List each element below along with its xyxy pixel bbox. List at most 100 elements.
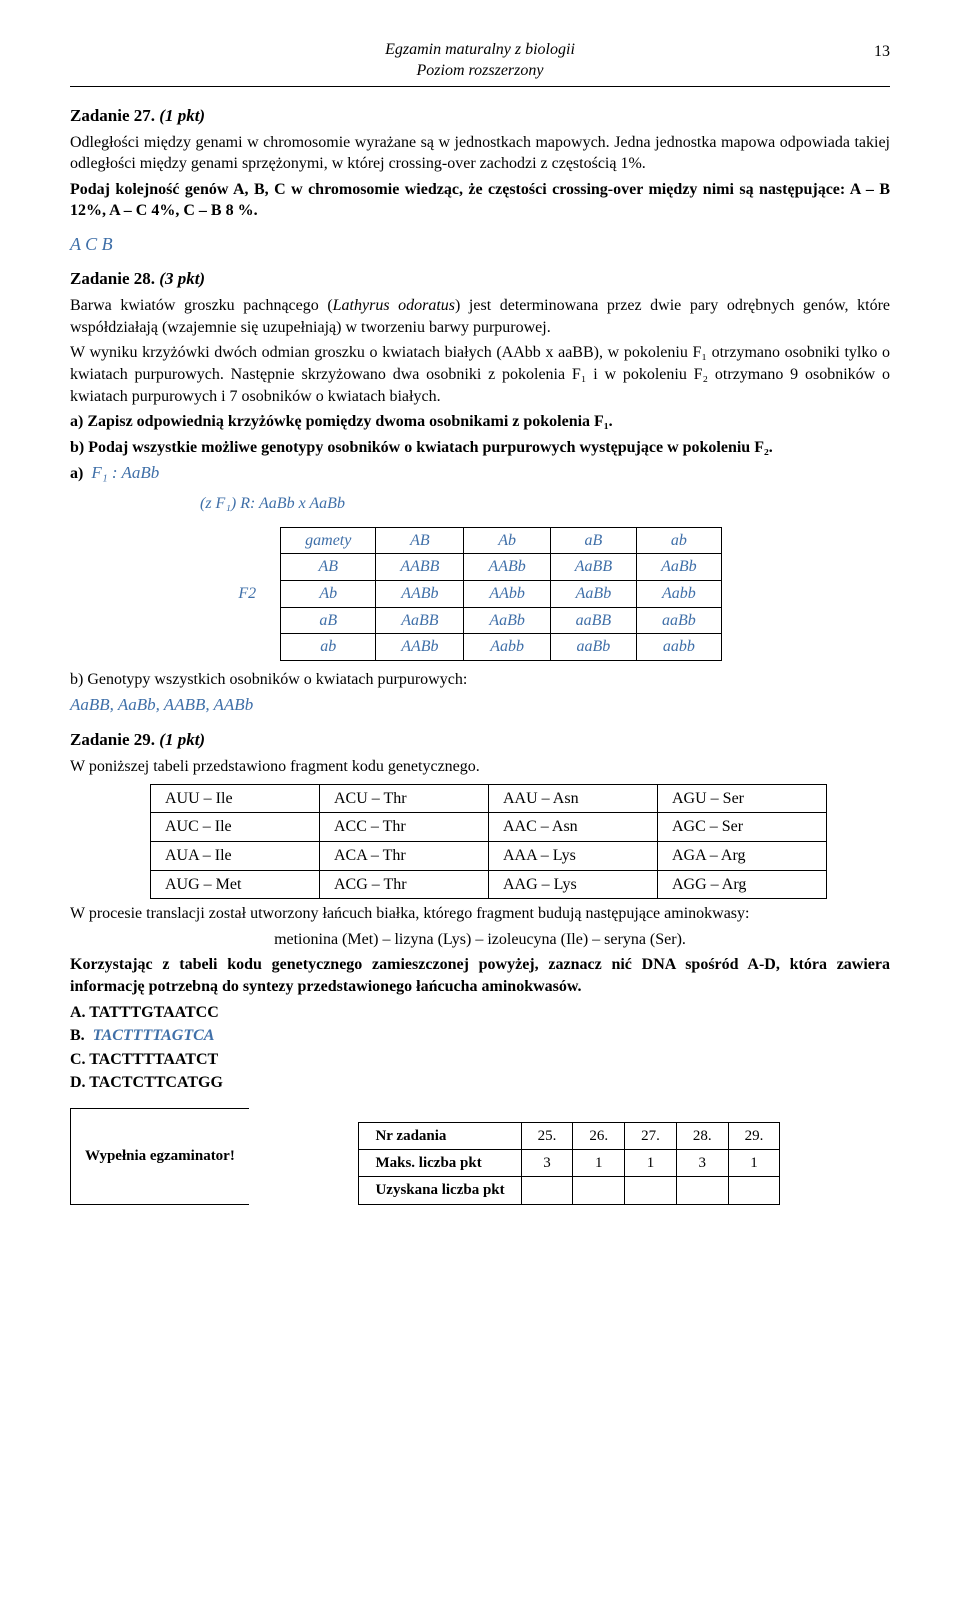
cc: AUU – Ile xyxy=(151,784,320,813)
table-row: AbAABbAAbbAaBbAabb xyxy=(281,581,722,608)
sc xyxy=(625,1177,677,1204)
opt-b-label: B. xyxy=(70,1027,85,1044)
cc: AAA – Lys xyxy=(489,842,658,871)
task-28-num: Zadanie 28. xyxy=(70,269,155,288)
table-row: abAABbAabbaaBbaabb xyxy=(281,634,722,661)
table-row: Maks. liczba pkt31131 xyxy=(359,1150,780,1177)
cc: AGG – Arg xyxy=(658,870,827,899)
opt-c: C. TACTTTTAATCT xyxy=(70,1049,890,1071)
pc: aaBb xyxy=(637,607,722,634)
cc: AAC – Asn xyxy=(489,813,658,842)
cc: AGU – Ser xyxy=(658,784,827,813)
task-28-qb: b) Podaj wszystkie możliwe genotypy osob… xyxy=(70,437,890,459)
table-row: Uzyskana liczba pkt xyxy=(359,1177,780,1204)
task-28-b-lead: b) Genotypy wszystkich osobników o kwiat… xyxy=(70,669,890,691)
page-number: 13 xyxy=(874,42,890,63)
pc: AaBb xyxy=(637,554,722,581)
sc xyxy=(573,1177,625,1204)
header-line1: Egzamin maturalny z biologii xyxy=(385,41,575,58)
cc: AAG – Lys xyxy=(489,870,658,899)
task-28-ans-a: a) F₁ : AaBb xyxy=(70,462,890,485)
pc: Aabb xyxy=(637,581,722,608)
task-29-q: Korzystając z tabeli kodu genetycznego z… xyxy=(70,954,890,997)
cc: AUG – Met xyxy=(151,870,320,899)
task-29-amino: metionina (Met) – lizyna (Lys) – izoleuc… xyxy=(70,929,890,951)
sc: 3 xyxy=(676,1150,728,1177)
sc: 1 xyxy=(728,1150,780,1177)
task-28-ans-b: AaBB, AaBb, AABB, AABb xyxy=(70,694,890,717)
pc: AaBb xyxy=(550,581,636,608)
table-row: AUA – IleACA – ThrAAA – LysAGA – Arg xyxy=(151,842,827,871)
pc: AABB xyxy=(376,554,464,581)
sc xyxy=(728,1177,780,1204)
task-28-p2: W wyniku krzyżówki dwóch odmian groszku … xyxy=(70,342,890,407)
pc: AAbb xyxy=(464,581,550,608)
task-29-num: Zadanie 29. xyxy=(70,730,155,749)
table-row: ABAABBAABbAaBBAaBb xyxy=(281,554,722,581)
sc: 3 xyxy=(521,1150,573,1177)
opt-b: B. TACTTTTAGTCA xyxy=(70,1025,890,1047)
punnett-wrap: F2 gamety AB Ab aB ab ABAABBAABbAaBBAaBb… xyxy=(70,523,890,665)
cc: AGA – Arg xyxy=(658,842,827,871)
cc: ACG – Thr xyxy=(320,870,489,899)
page: Egzamin maturalny z biologii Poziom rozs… xyxy=(0,0,960,1265)
punnett-h1: AB xyxy=(376,527,464,554)
pc: aB xyxy=(281,607,376,634)
pc: AaBb xyxy=(464,607,550,634)
pc: aaBB xyxy=(550,607,636,634)
sc: 1 xyxy=(625,1150,677,1177)
table-row: AUG – MetACG – ThrAAG – LysAGG – Arg xyxy=(151,870,827,899)
f2-label: F2 xyxy=(238,583,256,605)
task-28-a-label: a) xyxy=(70,465,83,482)
punnett-h2: Ab xyxy=(464,527,550,554)
task-28-qa: a) Zapisz odpowiednią krzyżówkę pomiędzy… xyxy=(70,411,890,433)
sc: 26. xyxy=(573,1122,625,1149)
pc: AABb xyxy=(376,581,464,608)
codon-table: AUU – IleACU – ThrAAU – AsnAGU – Ser AUC… xyxy=(150,784,827,899)
pc: AaBB xyxy=(550,554,636,581)
task-28-pts: (3 pkt) xyxy=(159,269,205,288)
sc xyxy=(676,1177,728,1204)
task-29-pts: (1 pkt) xyxy=(159,730,205,749)
examiner-label: Wypełnia egzaminator! xyxy=(70,1108,249,1205)
task-28-title: Zadanie 28. (3 pkt) xyxy=(70,268,890,291)
table-row: AUC – IleACC – ThrAAC – AsnAGC – Ser xyxy=(151,813,827,842)
task-28-p1a: Barwa kwiatów groszku pachnącego ( xyxy=(70,297,333,314)
pc: ab xyxy=(281,634,376,661)
sc: Uzyskana liczba pkt xyxy=(359,1177,521,1204)
task-29: Zadanie 29. (1 pkt) W poniższej tabeli p… xyxy=(70,729,890,1094)
task-29-title: Zadanie 29. (1 pkt) xyxy=(70,729,890,752)
punnett-h0: gamety xyxy=(281,527,376,554)
punnett-square: gamety AB Ab aB ab ABAABBAABbAaBBAaBb Ab… xyxy=(280,527,722,661)
pc: aabb xyxy=(637,634,722,661)
opt-d: D. TACTCTTCATGG xyxy=(70,1072,890,1094)
cc: AGC – Ser xyxy=(658,813,827,842)
sc: 1 xyxy=(573,1150,625,1177)
task-29-p1: W poniższej tabeli przedstawiono fragmen… xyxy=(70,756,890,778)
task-27-question: Podaj kolejność genów A, B, C w chromoso… xyxy=(70,179,890,222)
sc: Nr zadania xyxy=(359,1122,521,1149)
task-28-a-value: F₁ : AaBb xyxy=(91,463,159,482)
task-28-cross: (z F₁) R: AaBb x AaBb xyxy=(70,493,890,515)
task-28-latin: Lathyrus odoratus xyxy=(333,297,455,314)
sc: Maks. liczba pkt xyxy=(359,1150,521,1177)
sc: 28. xyxy=(676,1122,728,1149)
page-header: Egzamin maturalny z biologii Poziom rozs… xyxy=(70,40,890,87)
scoring-box: Wypełnia egzaminator! Nr zadania25.26.27… xyxy=(70,1108,890,1205)
task-27-pts: (1 pkt) xyxy=(159,106,205,125)
sc: 29. xyxy=(728,1122,780,1149)
header-line2: Poziom rozszerzony xyxy=(417,62,544,79)
pc: aaBb xyxy=(550,634,636,661)
pc: Aabb xyxy=(464,634,550,661)
sc xyxy=(521,1177,573,1204)
scoring-table: Nr zadania25.26.27.28.29. Maks. liczba p… xyxy=(358,1122,780,1205)
task-27-title: Zadanie 27. (1 pkt) xyxy=(70,105,890,128)
task-28: Zadanie 28. (3 pkt) Barwa kwiatów groszk… xyxy=(70,268,890,717)
cc: ACC – Thr xyxy=(320,813,489,842)
punnett-h4: ab xyxy=(637,527,722,554)
cc: AUC – Ile xyxy=(151,813,320,842)
opt-b-value: TACTTTTAGTCA xyxy=(93,1027,215,1044)
cc: AUA – Ile xyxy=(151,842,320,871)
table-row: aBAaBBAaBbaaBBaaBb xyxy=(281,607,722,634)
task-27-answer: A C B xyxy=(70,232,890,256)
